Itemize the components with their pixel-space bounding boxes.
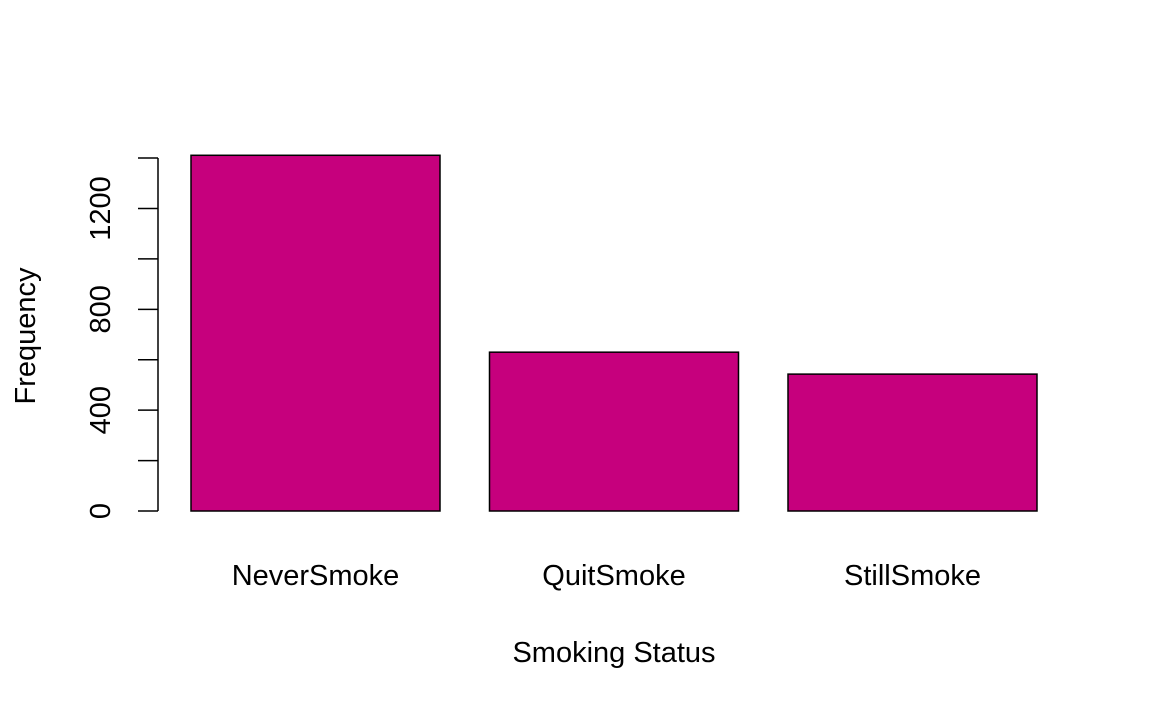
y-tick-label: 400	[85, 386, 117, 434]
x-tick-label: QuitSmoke	[542, 560, 685, 592]
x-tick-label: StillSmoke	[844, 560, 981, 592]
x-tick-label: NeverSmoke	[232, 560, 400, 592]
bar-neversmoke	[190, 154, 441, 512]
y-axis: 0 400 800 1200	[85, 157, 159, 519]
y-tick-label: 1200	[85, 176, 117, 241]
bars-group	[190, 154, 1038, 512]
y-axis-title: Frequency	[10, 267, 42, 405]
x-axis-labels: NeverSmoke QuitSmoke StillSmoke	[232, 560, 981, 592]
y-tick-label: 0	[85, 503, 117, 519]
bar-quitsmoke	[488, 351, 740, 512]
x-axis-title: Smoking Status	[512, 637, 715, 669]
y-tick-label: 800	[85, 285, 117, 333]
bar-stillsmoke	[787, 373, 1038, 512]
